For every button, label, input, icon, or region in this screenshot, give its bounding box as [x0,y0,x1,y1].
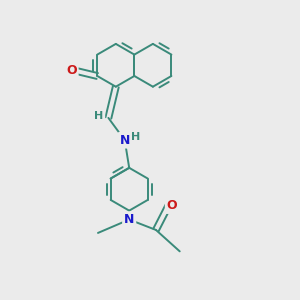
Text: H: H [94,111,104,122]
Text: N: N [124,213,134,226]
Text: O: O [167,199,177,212]
Text: N: N [119,134,130,147]
Text: O: O [66,64,77,77]
Text: H: H [131,132,141,142]
